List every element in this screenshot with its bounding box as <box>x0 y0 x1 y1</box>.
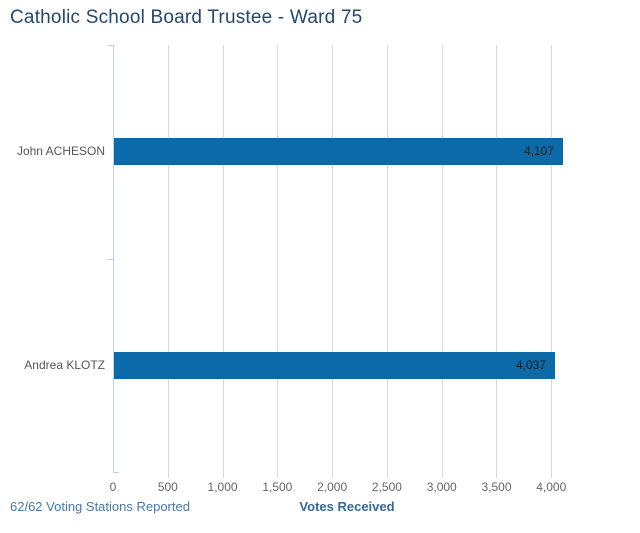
bar-value-label: 4,037 <box>515 358 546 372</box>
y-axis-line <box>113 45 114 472</box>
gridline <box>496 45 498 478</box>
x-tick-label: 4,000 <box>536 480 567 494</box>
x-tick-label: 2,500 <box>371 480 402 494</box>
bar-1 <box>114 138 563 165</box>
bar-value-label: 4,107 <box>523 144 554 158</box>
gridline <box>551 45 553 478</box>
x-tick-label: 500 <box>157 480 178 494</box>
x-tick-label: 0 <box>109 480 117 494</box>
y-axis-tick-top <box>107 45 113 46</box>
x-tick-label: 3,500 <box>481 480 512 494</box>
gridline <box>277 45 279 478</box>
gridline <box>441 45 443 478</box>
x-tick-label: 2,000 <box>317 480 348 494</box>
gridline <box>332 45 334 478</box>
stations-reported-note: 62/62 Voting Stations Reported <box>10 499 190 514</box>
chart-title: Catholic School Board Trustee - Ward 75 <box>10 7 363 28</box>
gridline <box>167 45 169 478</box>
x-tick-label: 1,500 <box>262 480 293 494</box>
x-tick-label: 3,000 <box>426 480 457 494</box>
x-axis-corner-tick <box>113 472 119 473</box>
gridline <box>386 45 388 478</box>
x-tick-label: 1,000 <box>207 480 238 494</box>
category-label: Andrea KLOTZ <box>24 358 105 372</box>
bar-2 <box>114 352 555 379</box>
gridline <box>222 45 224 478</box>
category-label: John ACHESON <box>16 144 105 158</box>
y-axis-tick-mid <box>107 258 113 260</box>
x-axis-title: Votes Received <box>299 499 395 514</box>
